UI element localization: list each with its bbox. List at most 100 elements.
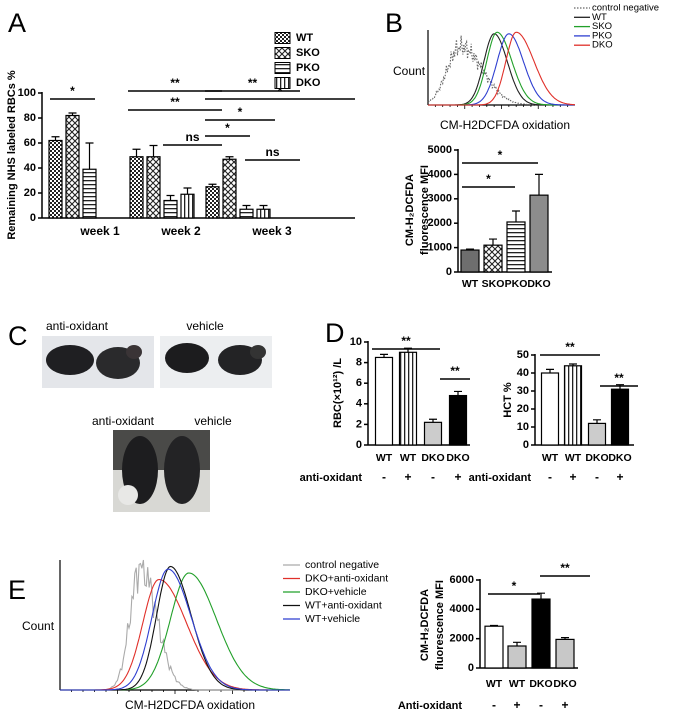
significance-label: ns xyxy=(185,130,199,144)
bar xyxy=(48,139,63,219)
y-tick-label: 1000 xyxy=(428,242,452,254)
y-axis-label: CM-H₂DCFDA xyxy=(404,174,416,246)
photo xyxy=(160,336,272,388)
legend-swatch xyxy=(274,32,291,44)
photo xyxy=(113,430,210,512)
x-tick-label: week 2 xyxy=(160,224,201,238)
y-axis-label: RBC(×10¹²) /L xyxy=(332,358,344,428)
bar xyxy=(163,199,178,219)
bar xyxy=(146,156,161,219)
error-bar xyxy=(513,641,521,646)
significance-label: * xyxy=(486,172,491,186)
treatment-row-label: anti-oxidant xyxy=(300,472,363,484)
y-tick-label: 20 xyxy=(24,187,36,199)
significance-label: * xyxy=(498,148,503,162)
flow-curve xyxy=(60,578,290,691)
y-axis-label: Remaining NHS labeled RBCs % xyxy=(6,70,18,240)
significance-label: * xyxy=(238,105,243,119)
x-tick-label: DKO xyxy=(585,452,608,464)
error-bar xyxy=(535,173,543,196)
x-tick-label: WT xyxy=(400,452,417,464)
x-axis-label: CM-H2DCFDA oxidation xyxy=(440,118,570,132)
treatment-label: - xyxy=(539,698,543,712)
error-bar xyxy=(569,363,577,366)
error-bar xyxy=(490,624,498,627)
treatment-label: + xyxy=(454,470,461,484)
treatment-label: + xyxy=(561,698,568,712)
error-bar xyxy=(225,156,234,160)
error-bar xyxy=(183,187,192,195)
error-bar xyxy=(561,637,569,640)
treatment-label: + xyxy=(616,470,623,484)
y-tick-label: 8 xyxy=(356,357,362,369)
bar xyxy=(423,421,443,446)
treatment-row-label: anti-oxidant xyxy=(469,472,532,484)
significance-label: ** xyxy=(560,561,570,575)
panel-c: C anti-oxidant vehicle anti-oxidant vehi… xyxy=(8,319,272,512)
bar xyxy=(205,186,220,219)
bar xyxy=(65,114,80,219)
legend-label: control negative xyxy=(592,3,659,14)
y-tick-label: 2000 xyxy=(450,633,474,645)
photo-label: vehicle xyxy=(194,414,232,428)
error-bar xyxy=(380,353,388,358)
y-tick-label: 20 xyxy=(517,403,529,415)
error-bar xyxy=(512,210,520,222)
bar xyxy=(540,372,560,446)
x-tick-label: DKO xyxy=(446,452,469,464)
y-tick-label: 2000 xyxy=(428,217,452,229)
error-bar xyxy=(429,418,437,423)
error-bar xyxy=(51,136,60,141)
treatment-label: - xyxy=(431,470,435,484)
y-tick-label: 4 xyxy=(356,398,363,410)
legend-label: PKO xyxy=(296,62,320,74)
significance-label: ** xyxy=(450,364,460,378)
legend-label: WT+vehicle xyxy=(305,613,360,625)
y-axis-label: fluorescence MFI xyxy=(434,580,446,670)
y-tick-label: 60 xyxy=(24,137,36,149)
error-bar xyxy=(149,144,158,157)
x-tick-label: WT xyxy=(462,278,479,290)
x-tick-label: DKO xyxy=(421,452,444,464)
photo xyxy=(42,336,154,388)
legend-label: control negative xyxy=(305,559,379,571)
bar xyxy=(587,422,607,446)
panel-letter: C xyxy=(8,321,28,351)
bar xyxy=(460,249,480,273)
x-tick-label: SKO xyxy=(482,278,505,290)
treatment-label: + xyxy=(513,698,520,712)
legend-swatch xyxy=(274,77,291,89)
error-bar xyxy=(593,419,601,424)
y-tick-label: 0 xyxy=(356,439,362,451)
x-tick-label: WT xyxy=(376,452,393,464)
y-axis-label: Count xyxy=(393,64,426,78)
y-axis-label: Count xyxy=(22,619,55,633)
flow-curve xyxy=(60,572,291,691)
treatment-label: + xyxy=(404,470,411,484)
flow-curve xyxy=(428,31,575,106)
significance-label: ** xyxy=(401,334,411,348)
bar xyxy=(506,221,526,273)
treatment-label: + xyxy=(569,470,576,484)
x-tick-label: WT xyxy=(509,678,526,690)
error-bar xyxy=(68,112,77,116)
x-tick-label: DKO xyxy=(527,278,550,290)
legend-swatch xyxy=(274,47,291,59)
y-tick-label: 0 xyxy=(523,439,529,451)
y-tick-label: 4000 xyxy=(450,603,474,615)
y-tick-label: 40 xyxy=(24,162,36,174)
bar xyxy=(484,625,504,669)
y-tick-label: 50 xyxy=(517,349,529,361)
treatment-label: - xyxy=(548,470,552,484)
significance-label: ** xyxy=(565,340,575,354)
legend-label: SKO xyxy=(592,21,612,32)
error-bar xyxy=(546,368,554,373)
error-bar xyxy=(466,248,474,251)
x-tick-label: week 1 xyxy=(79,224,120,238)
bar xyxy=(256,208,271,219)
x-tick-label: DKO xyxy=(529,678,552,690)
y-tick-label: 10 xyxy=(350,336,362,348)
treatment-label: - xyxy=(382,470,386,484)
significance-label: ns xyxy=(265,145,279,159)
panel-letter: E xyxy=(8,575,26,605)
